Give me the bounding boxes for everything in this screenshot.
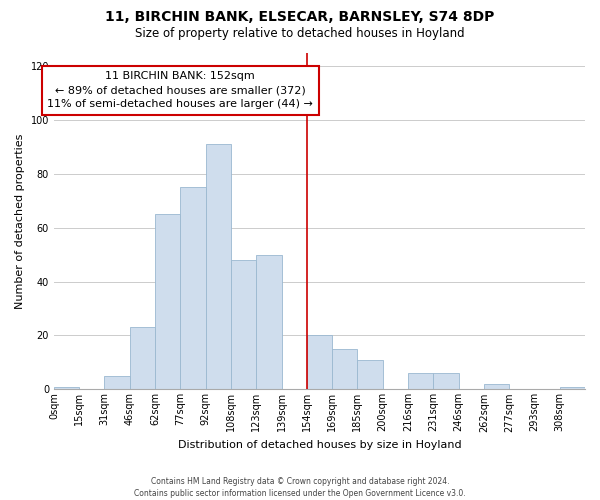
Bar — [181, 188, 206, 390]
Bar — [206, 144, 231, 390]
Bar — [332, 349, 358, 390]
Bar — [54, 386, 79, 390]
Bar — [130, 328, 155, 390]
Bar — [408, 373, 433, 390]
Bar — [484, 384, 509, 390]
Text: 11, BIRCHIN BANK, ELSECAR, BARNSLEY, S74 8DP: 11, BIRCHIN BANK, ELSECAR, BARNSLEY, S74… — [106, 10, 494, 24]
Bar — [104, 376, 130, 390]
Text: 11 BIRCHIN BANK: 152sqm
← 89% of detached houses are smaller (372)
11% of semi-d: 11 BIRCHIN BANK: 152sqm ← 89% of detache… — [47, 72, 313, 110]
Text: Contains HM Land Registry data © Crown copyright and database right 2024.
Contai: Contains HM Land Registry data © Crown c… — [134, 476, 466, 498]
Bar — [307, 336, 332, 390]
Bar — [231, 260, 256, 390]
X-axis label: Distribution of detached houses by size in Hoyland: Distribution of detached houses by size … — [178, 440, 461, 450]
Bar — [560, 386, 585, 390]
Bar — [256, 254, 281, 390]
Bar — [155, 214, 181, 390]
Bar — [433, 373, 458, 390]
Y-axis label: Number of detached properties: Number of detached properties — [15, 134, 25, 308]
Text: Size of property relative to detached houses in Hoyland: Size of property relative to detached ho… — [135, 28, 465, 40]
Bar — [358, 360, 383, 390]
